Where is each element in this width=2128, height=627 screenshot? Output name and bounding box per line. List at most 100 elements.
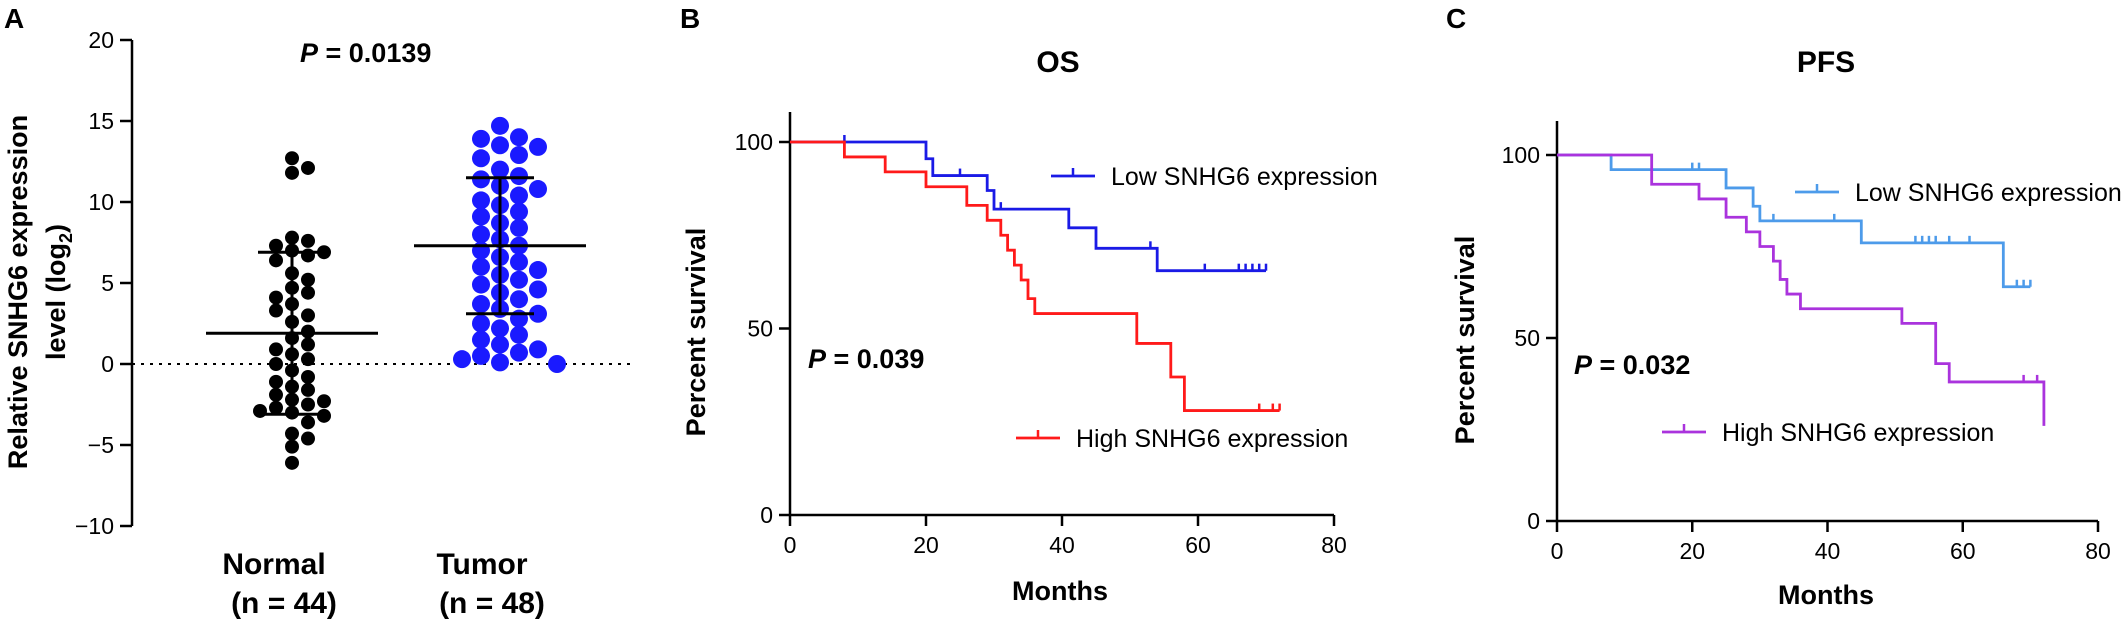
panel-c-ylabel: Percent survival	[1450, 236, 1480, 445]
data-point	[510, 167, 528, 186]
data-point	[285, 151, 299, 166]
data-point	[301, 233, 315, 248]
panel-c-pfs-curve: C PFS Percent survival Months P = 0.032 …	[1446, 3, 2122, 610]
data-point	[269, 290, 283, 305]
ytick-label: 50	[1514, 325, 1540, 351]
data-point	[472, 314, 490, 333]
data-point	[510, 325, 528, 344]
data-point	[269, 374, 283, 389]
data-point	[301, 352, 315, 367]
data-point	[472, 149, 490, 168]
legend-label: High SNHG6 expression	[1076, 425, 1348, 453]
data-point	[491, 335, 509, 354]
data-point	[510, 252, 528, 271]
data-point	[269, 303, 283, 318]
panel-a-ytick-label: −5	[88, 432, 114, 458]
panel-a-ytick-label: 0	[101, 351, 114, 377]
data-point	[269, 253, 283, 268]
data-point	[317, 408, 331, 423]
data-point	[472, 346, 490, 365]
data-point	[491, 353, 509, 372]
data-point	[529, 340, 547, 359]
data-point	[301, 160, 315, 175]
xtick-label: 40	[1049, 532, 1075, 558]
data-point	[301, 248, 315, 263]
survival-curve	[790, 140, 1280, 412]
xtick-label: 80	[1321, 532, 1347, 558]
data-point	[285, 455, 299, 470]
data-point	[510, 128, 528, 147]
data-point	[472, 129, 490, 148]
data-point	[472, 170, 490, 189]
data-point	[510, 218, 528, 237]
xtick-label: 40	[1815, 538, 1841, 564]
ytick-label: 100	[735, 129, 773, 155]
ytick-label: 50	[747, 316, 773, 342]
panel-a-ylabel-line1: Relative SNHG6 expression	[3, 115, 33, 469]
data-point	[548, 355, 566, 373]
data-point	[529, 261, 547, 280]
panel-c-pvalue: P = 0.032	[1574, 350, 1690, 380]
panel-b-pvalue: P = 0.039	[808, 344, 924, 374]
legend-label: High SNHG6 expression	[1722, 419, 1994, 447]
data-point	[472, 207, 490, 226]
data-point	[301, 382, 315, 397]
data-point	[301, 397, 315, 412]
legend-label: Low SNHG6 expression	[1111, 163, 1378, 191]
data-point	[472, 330, 490, 349]
data-point	[301, 285, 315, 300]
data-point	[529, 280, 547, 299]
xtick-label: 0	[1551, 538, 1564, 564]
data-point	[285, 426, 299, 441]
panel-b-xlabel: Months	[1012, 576, 1108, 606]
ytick-label: 0	[1527, 508, 1540, 534]
data-point	[510, 146, 528, 165]
panel-a-dot-plot: A P = 0.0139 Relative SNHG6 expression l…	[3, 3, 632, 620]
xtick-label: 60	[1185, 532, 1211, 558]
survival-curve	[1557, 153, 2031, 289]
data-point	[285, 165, 299, 180]
panel-a-ytick-label: 10	[88, 189, 114, 215]
data-point	[472, 275, 490, 294]
data-point	[301, 415, 315, 430]
xtick-label: 80	[2085, 538, 2111, 564]
data-point	[285, 230, 299, 245]
data-point	[301, 369, 315, 384]
panel-a-pvalue: P = 0.0139	[300, 38, 431, 68]
data-point	[510, 270, 528, 289]
xtick-label: 0	[784, 532, 797, 558]
data-point	[510, 343, 528, 362]
data-point	[301, 272, 315, 287]
xtick-label: 20	[913, 532, 939, 558]
ytick-label: 0	[760, 502, 773, 528]
data-point	[472, 257, 490, 276]
panel-letter-a: A	[4, 3, 24, 34]
data-point	[269, 342, 283, 357]
data-point	[301, 308, 315, 323]
data-point	[269, 400, 283, 415]
data-point	[253, 403, 267, 418]
xtick-label: 60	[1950, 538, 1976, 564]
group-label: Normal	[222, 548, 325, 581]
data-point	[529, 180, 547, 199]
panel-c-title: PFS	[1797, 46, 1855, 79]
panel-a-ylabel-line2: level (log2)	[41, 224, 76, 360]
data-point	[491, 116, 509, 135]
panel-b-os-curve: B OS Percent survival Months P = 0.039 0…	[680, 3, 1378, 606]
data-point	[529, 137, 547, 156]
data-point	[472, 191, 490, 210]
data-point	[269, 238, 283, 253]
data-point	[529, 304, 547, 323]
data-point	[510, 202, 528, 221]
data-point	[491, 319, 509, 338]
data-point	[472, 225, 490, 244]
panel-a-ytick-label: 15	[88, 108, 114, 134]
data-point	[285, 439, 299, 454]
group-label: Tumor	[436, 548, 527, 581]
data-point	[269, 357, 283, 371]
data-point	[317, 394, 331, 409]
data-point	[301, 431, 315, 446]
data-point	[453, 350, 471, 369]
data-point	[301, 324, 315, 339]
